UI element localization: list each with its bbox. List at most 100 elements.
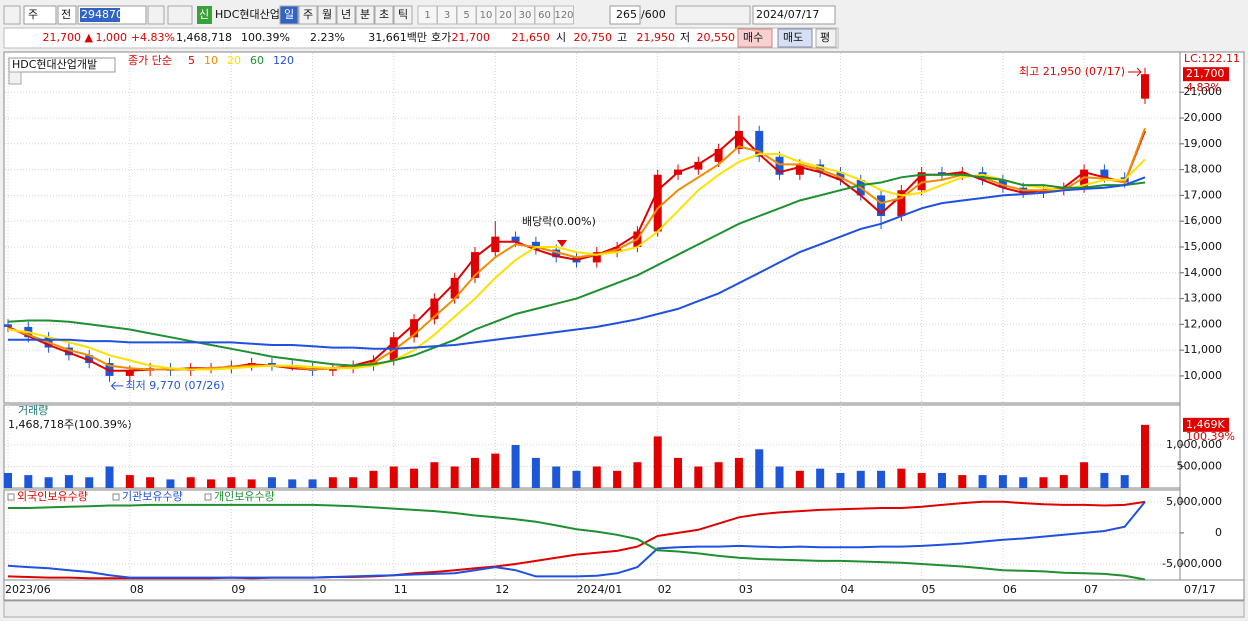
volume-bar: [369, 470, 378, 488]
buy-button[interactable]: [737, 28, 773, 48]
candle-body: [734, 130, 743, 149]
badge: 신: [199, 8, 209, 21]
candle-body: [328, 368, 337, 371]
multiplier-button[interactable]: [554, 5, 574, 25]
period: 초: [379, 8, 389, 21]
candle-body: [552, 249, 561, 258]
y-tick-label: 18,000: [1184, 163, 1223, 176]
volume-bar: [24, 475, 33, 488]
candle-body: [85, 355, 94, 364]
volume-bar: [836, 472, 845, 488]
candle-body: [105, 363, 114, 376]
volume-bar: [450, 466, 459, 488]
x-tick-label: 10: [313, 583, 327, 596]
volume-bar: [44, 477, 53, 488]
low: 20,550: [697, 31, 736, 44]
period-button[interactable]: [393, 5, 413, 25]
y-tick-label: 500,000: [1177, 459, 1223, 472]
volume-bar: [937, 472, 946, 488]
period: 년: [341, 8, 351, 21]
annotation-arrow: [110, 381, 124, 391]
candle-body: [958, 172, 967, 175]
period: 주: [303, 8, 313, 21]
x-tick-label: 05: [922, 583, 936, 596]
legend-entry: 60: [250, 54, 264, 67]
multiplier: 3: [444, 10, 450, 21]
x-tick-label: 08: [130, 583, 144, 596]
volume-bar: [186, 477, 195, 488]
scrollbar[interactable]: [3, 600, 1245, 618]
period-button[interactable]: [336, 5, 356, 25]
candle-body: [1059, 187, 1068, 191]
open-label: 시: [556, 31, 566, 44]
volume-bar: [1039, 477, 1048, 488]
sell-button[interactable]: [777, 28, 813, 48]
y-tick-label: 0: [1215, 526, 1222, 539]
y-tick-label: 13,000: [1184, 292, 1223, 305]
period-button[interactable]: [279, 5, 299, 25]
ask: 21,700: [452, 31, 491, 44]
candle-body: [410, 319, 419, 338]
legend-entry: 10: [204, 54, 218, 67]
period-button[interactable]: [298, 5, 318, 25]
y-tick-label: 11,000: [1184, 343, 1223, 356]
last-price-badge: [1183, 67, 1229, 82]
volume-bar: [714, 462, 723, 488]
candle-body: [64, 347, 73, 356]
volume-bar: [592, 466, 601, 488]
y-tick-label: 21,000: [1184, 85, 1223, 98]
period-button[interactable]: [317, 5, 337, 25]
volume-panel: [3, 404, 1181, 489]
volume: 1,468,718: [176, 31, 232, 44]
period-button[interactable]: [355, 5, 375, 25]
market-select[interactable]: [23, 5, 57, 25]
volume-bar: [207, 479, 216, 488]
legend-entry: 기관보유수량: [122, 490, 183, 503]
candle-body: [4, 324, 12, 327]
volume-bar: [64, 475, 73, 488]
volume-bar: [328, 477, 337, 488]
candle-body: [978, 172, 987, 180]
avg-button[interactable]: [815, 28, 837, 48]
change-pct: +4.83%: [131, 31, 175, 44]
mode-select[interactable]: [57, 5, 77, 25]
volume-bar: [633, 462, 642, 488]
volume-bar: [85, 477, 94, 488]
holding-line: [8, 503, 1146, 581]
volume-bar: [958, 475, 967, 488]
menu-icon[interactable]: [3, 5, 21, 25]
candle-body: [511, 236, 520, 242]
candle-body: [470, 252, 479, 278]
candle-body: [755, 130, 764, 157]
date-box[interactable]: [752, 5, 836, 25]
badge-box: [197, 6, 212, 24]
sound-button[interactable]: [167, 5, 193, 25]
panel-icon[interactable]: [8, 71, 22, 85]
investor-panel: [3, 489, 1181, 581]
annotation: 최저 9,770 (07/26): [126, 379, 225, 392]
volume-bar: [734, 457, 743, 488]
candle-body: [430, 298, 439, 320]
tool-icons[interactable]: [675, 5, 751, 25]
mode: 전: [61, 8, 71, 21]
volume-bar: [511, 444, 520, 488]
volume-bar: [552, 466, 561, 488]
search-button[interactable]: [147, 5, 165, 25]
volume-bar: [856, 470, 865, 488]
y-tick-label: 12,000: [1184, 317, 1223, 330]
period-button[interactable]: [374, 5, 394, 25]
candle-body: [714, 148, 723, 162]
volume-bar: [227, 477, 236, 488]
code: 294870: [81, 8, 123, 21]
volume-bar: [470, 457, 479, 488]
multiplier: 5: [463, 10, 469, 21]
volume-bar: [267, 477, 276, 488]
legend-swatch: [204, 493, 212, 501]
volume-bar: [4, 472, 12, 488]
count-box[interactable]: [609, 5, 641, 25]
x-tick-label: 2023/06: [5, 583, 51, 596]
volume-bar: [775, 466, 784, 488]
volume-bar: [917, 472, 926, 488]
volume-bar: [795, 470, 804, 488]
volume-bar: [410, 468, 419, 488]
